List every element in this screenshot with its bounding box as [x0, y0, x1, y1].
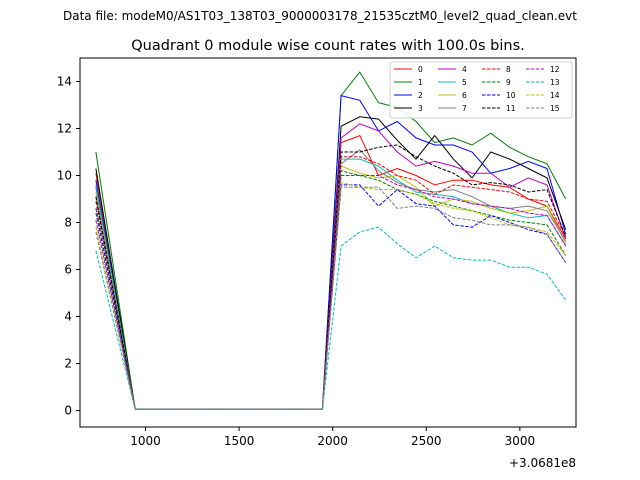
y-tick-label: 14 — [57, 75, 72, 89]
x-tick-label: 3000 — [505, 434, 536, 448]
legend-label-1: 1 — [418, 78, 423, 87]
legend-label-4: 4 — [462, 65, 467, 74]
legend-label-14: 14 — [550, 91, 560, 100]
series-line-10 — [95, 184, 567, 410]
legend-label-7: 7 — [462, 104, 467, 113]
x-tick-label: 2000 — [317, 434, 348, 448]
series-layer — [95, 71, 567, 410]
legend-label-0: 0 — [418, 65, 423, 74]
legend-frame — [389, 61, 573, 119]
series-line-2 — [95, 94, 567, 410]
series-line-11 — [95, 144, 567, 410]
series-line-15 — [95, 186, 567, 410]
y-tick-label: 2 — [64, 357, 72, 371]
plot-frame — [79, 57, 577, 428]
legend-label-8: 8 — [506, 65, 511, 74]
legend-label-6: 6 — [462, 91, 467, 100]
suptitle: Data file: modeM0/AS1T03_138T03_90000031… — [63, 9, 577, 23]
x-tick-label: 1500 — [224, 434, 255, 448]
legend-label-13: 13 — [550, 78, 560, 87]
legend-label-3: 3 — [418, 104, 423, 113]
y-tick-label: 0 — [64, 404, 72, 418]
series-line-13 — [95, 226, 567, 410]
y-tick-label: 6 — [64, 263, 72, 277]
y-tick-label: 8 — [64, 216, 72, 230]
chart-title: Quadrant 0 module wise count rates with … — [131, 38, 525, 54]
legend-label-12: 12 — [550, 65, 560, 74]
legend-label-9: 9 — [506, 78, 511, 87]
series-line-4 — [95, 123, 567, 410]
y-tick-label: 12 — [57, 122, 72, 136]
legend-label-5: 5 — [462, 78, 467, 87]
y-tick-label: 4 — [64, 310, 72, 324]
legend-label-10: 10 — [506, 91, 516, 100]
legend-label-15: 15 — [550, 104, 560, 113]
plot-area — [80, 58, 576, 427]
x-tick-label: 2500 — [411, 434, 442, 448]
legend-label-11: 11 — [506, 104, 516, 113]
x-offset-label: +3.0681e8 — [509, 456, 576, 470]
x-tick-label: 1000 — [130, 434, 161, 448]
y-tick-label: 10 — [57, 169, 72, 183]
legend-label-2: 2 — [418, 91, 423, 100]
